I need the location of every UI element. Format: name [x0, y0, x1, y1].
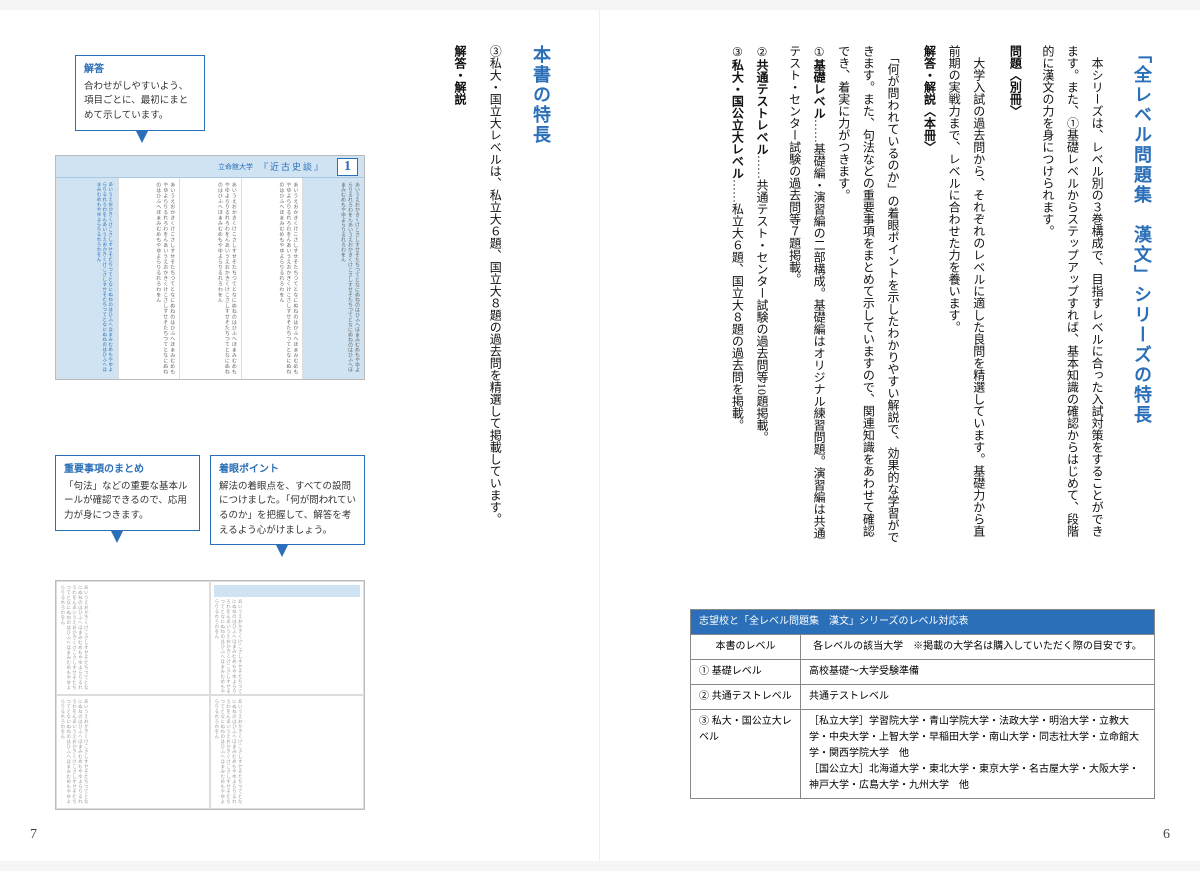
- page-right: 6 「全レベル問題集 漢文」シリーズの特長 本シリーズは、レベル別の３巻構成で、…: [600, 10, 1200, 861]
- callout-chakugan-title: 着眼ポイント: [219, 462, 356, 478]
- level-1: ①基礎レベル……基礎編・演習編の二部構成。基礎編はオリジナル練習問題。演習編は共…: [782, 45, 831, 545]
- table-row: ① 基礎レベル 高校基礎〜大学受験準備: [691, 660, 1155, 685]
- level-3: ③私大・国公立大レベル……私立大６題、国立大８題の過去問を掲載。: [725, 45, 750, 545]
- sample-uni: 立命館大学: [218, 162, 253, 172]
- table-row: ③ 私大・国公立大レベル ［私立大学］学習院大学・青山学院大学・法政大学・明治大…: [691, 710, 1155, 799]
- level-table-col1: 本書のレベル: [691, 635, 801, 660]
- arrow-icon: [111, 531, 123, 543]
- sample-col: あいうえおかきくけこさしすせそたちつてとなにぬねのはひふへほまみむめもやゆよらり…: [118, 178, 180, 379]
- left-vertical-text: 本書の特長 ③私大・国立大レベルは、私立大６題、国立大８題の過去問を精選して掲載…: [419, 45, 559, 825]
- level-table: 志望校と「全レベル問題集 漢文」シリーズのレベル対応表 本書のレベル 各レベルの…: [690, 609, 1155, 799]
- right-vertical-text: 「全レベル問題集 漢文」シリーズの特長 本シリーズは、レベル別の３巻構成で、目指…: [640, 45, 1160, 545]
- sample-col: あいうえおかきくけこさしすせそたちつてとなにぬねのはひふへほまみむめもやゆよらり…: [179, 178, 241, 379]
- callout-answer: 解答 合わせがしやすいよう、項目ごとに、最初にまとめて示しています。: [75, 55, 205, 131]
- callout-answer-title: 解答: [84, 62, 196, 78]
- callout-juuyou-body: 「句法」などの重要な基本ルールが確認できるので、応用力が身につきます。: [64, 480, 191, 524]
- sample-cell: あいうえおかきくけこさしすせそたちつてとなにぬねのはひふへほまみむめもやゆよらり…: [210, 581, 364, 695]
- sample-blue-col2: あいうえおかきくけこさしすせそたちつてとなにぬねのはひふへほまみむめもやゆよらり…: [56, 178, 118, 379]
- sample-cell-header: [214, 585, 360, 597]
- level-2: ②共通テストレベル……共通テスト・センター試験の過去問等10題掲載。: [749, 45, 774, 545]
- page-left: 7 本書の特長 ③私大・国立大レベルは、私立大６題、国立大８題の過去問を精選して…: [0, 10, 600, 861]
- callout-juuyou-title: 重要事項のまとめ: [64, 462, 191, 478]
- arrow-icon: [276, 545, 288, 557]
- callout-answer-body: 合わせがしやすいよう、項目ごとに、最初にまとめて示しています。: [84, 80, 196, 124]
- kaitou-head: 解答・解説〈本冊〉: [917, 45, 942, 545]
- sample-blue-col: あいうえおかきくけこさしすせそたちつてとなにぬねのはひふへほまみむめもやゆよらり…: [302, 178, 364, 379]
- callout-juuyou: 重要事項のまとめ 「句法」などの重要な基本ルールが確認できるので、応用力が身につ…: [55, 455, 200, 531]
- callout-chakugan-body: 解法の着眼点を、すべての設問につけました。「何が問われているのか」を把握して、解…: [219, 480, 356, 539]
- kaitou-body: 「何が問われているのか」の着眼ポイントを示したわかりやすい解説で、効果的な学習が…: [831, 45, 905, 545]
- sample-spread-upper: 立命館大学 『近古史談』 1 あいうえおかきくけこさしすせそたちつてとなにぬねの…: [55, 155, 365, 380]
- sample-col: あいうえおかきくけこさしすせそたちつてとなにぬねのはひふへほまみむめもやゆよらり…: [241, 178, 303, 379]
- page-number-right: 6: [1163, 827, 1170, 843]
- arrow-icon: [136, 131, 148, 143]
- page-number-left: 7: [30, 827, 37, 843]
- callout-chakugan: 着眼ポイント 解法の着眼点を、すべての設問につけました。「何が問われているのか」…: [210, 455, 365, 545]
- kaitou-kaisetsu-label: 解答・解説: [447, 45, 472, 825]
- mondai-body: 大学入試の過去問から、それぞれのレベルに適した良問を精選しています。基礎力から直…: [942, 45, 991, 545]
- sample-chapter-title: 『近古史談』: [259, 160, 325, 173]
- sample-chapter-num: 1: [337, 158, 358, 176]
- level-table-col2: 各レベルの該当大学 ※掲載の大学名は購入していただく際の目安です。: [801, 635, 1155, 660]
- sample-spread-lower: あいうえおかきくけこさしすせそたちつてとなにぬねのはひふへほまみむめもやゆよらり…: [55, 580, 365, 810]
- sample-header: 立命館大学 『近古史談』 1: [56, 156, 364, 178]
- mondai-head: 問題〈別冊〉: [1003, 45, 1028, 545]
- series-heading: 「全レベル問題集 漢文」シリーズの特長: [1123, 45, 1160, 545]
- left-heading: 本書の特長: [521, 45, 559, 825]
- sample-cell: あいうえおかきくけこさしすせそたちつてとなにぬねのはひふへほまみむめもやゆよらり…: [56, 695, 210, 809]
- sample-cell: あいうえおかきくけこさしすせそたちつてとなにぬねのはひふへほまみむめもやゆよらり…: [56, 581, 210, 695]
- left-body-line: ③私大・国立大レベルは、私立大６題、国立大８題の過去問を精選して掲載しています。: [482, 45, 507, 825]
- table-row: ② 共通テストレベル 共通テストレベル: [691, 685, 1155, 710]
- level-table-title: 志望校と「全レベル問題集 漢文」シリーズのレベル対応表: [691, 610, 1155, 635]
- sample-cell: あいうえおかきくけこさしすせそたちつてとなにぬねのはひふへほまみむめもやゆよらり…: [210, 695, 364, 809]
- intro-para: 本シリーズは、レベル別の３巻構成で、目指すレベルに合った入試対策をすることができ…: [1035, 45, 1109, 545]
